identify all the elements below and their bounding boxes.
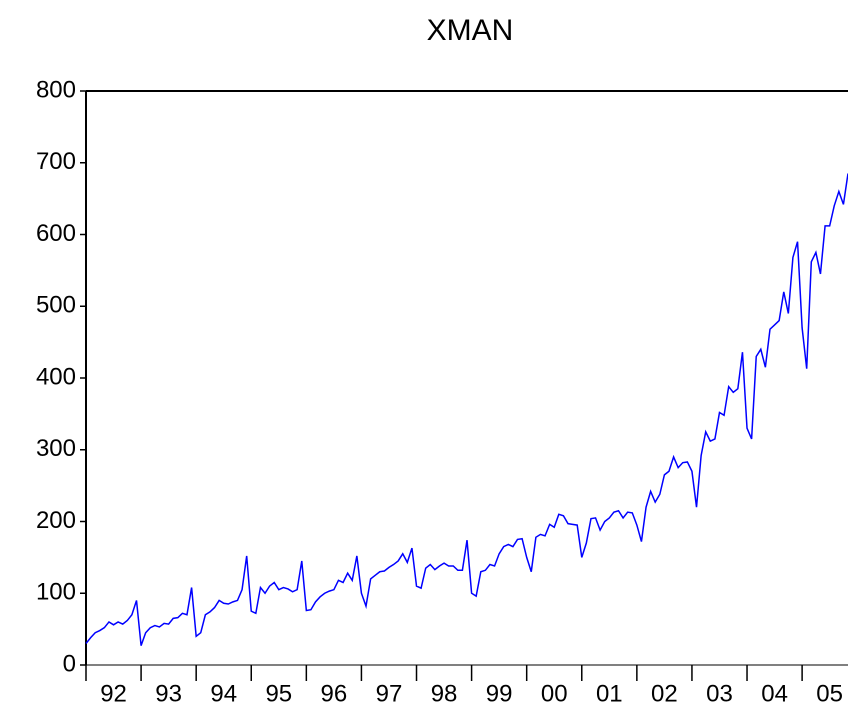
y-tick-label: 0 (63, 650, 76, 677)
x-tick-label: 94 (210, 680, 237, 707)
x-tick-label: 96 (321, 680, 348, 707)
x-tick-label: 02 (651, 680, 678, 707)
x-tick-label: 92 (100, 680, 127, 707)
x-tick-label: 01 (596, 680, 623, 707)
x-tick-label: 99 (486, 680, 513, 707)
x-tick-label: 98 (431, 680, 458, 707)
x-tick-label: 05 (816, 680, 843, 707)
x-tick-label: 95 (265, 680, 292, 707)
y-tick-label: 100 (36, 579, 76, 606)
y-tick-label: 700 (36, 148, 76, 175)
x-tick-label: 93 (155, 680, 182, 707)
chart-title: XMAN (427, 14, 514, 47)
x-tick-label: 97 (376, 680, 403, 707)
y-tick-label: 600 (36, 220, 76, 247)
data-line (85, 173, 848, 646)
x-tick-label: 04 (761, 680, 788, 707)
y-tick-label: 400 (36, 363, 76, 390)
x-tick-label: 03 (706, 680, 733, 707)
x-tick-label: 00 (541, 680, 568, 707)
y-tick-label: 500 (36, 292, 76, 319)
y-tick-label: 300 (36, 435, 76, 462)
y-tick-label: 200 (36, 507, 76, 534)
y-tick-label: 800 (36, 76, 76, 103)
